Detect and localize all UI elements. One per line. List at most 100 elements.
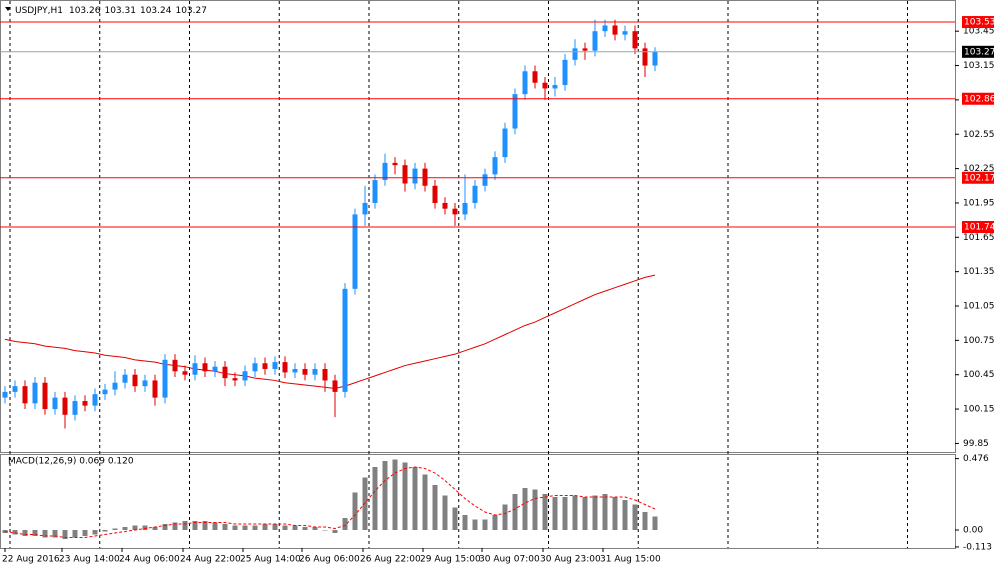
candle-body: [142, 380, 148, 387]
y-tick-label: 101.05: [963, 302, 995, 312]
macd-bar: [342, 518, 348, 530]
candle-body: [72, 401, 78, 415]
y-tick-label: 102.55: [963, 130, 995, 140]
macd-bar: [652, 516, 658, 530]
candle-body: [352, 214, 358, 289]
candle-body: [532, 71, 538, 83]
candle-body: [612, 25, 618, 35]
y-tick-label: 100.75: [963, 336, 995, 346]
y-tick-label: 0.476: [963, 454, 989, 464]
candle-body: [152, 380, 158, 398]
candle-body: [642, 48, 648, 66]
macd-bar: [192, 521, 198, 530]
macd-bar: [132, 525, 138, 530]
macd-bar: [352, 492, 358, 530]
candle-body: [652, 51, 658, 66]
y-tick-label: 102.25: [963, 164, 995, 174]
x-tick-label: 26 Aug 06:00: [299, 555, 360, 565]
candle-body: [392, 162, 398, 166]
macd-bar: [392, 459, 398, 530]
candle-body: [452, 208, 458, 215]
candle-body: [52, 397, 58, 410]
candle-body: [372, 180, 378, 203]
candle-body: [232, 378, 238, 381]
candle-body: [632, 31, 638, 49]
candle-body: [422, 168, 428, 186]
macd-bar: [412, 467, 418, 530]
macd-bar: [42, 530, 48, 538]
macd-bar: [112, 528, 118, 530]
candle-body: [162, 359, 168, 398]
macd-bar: [22, 530, 28, 536]
candle-body: [112, 382, 118, 390]
level-label-box: [962, 171, 994, 184]
x-tick-label: 22 Aug 2016: [2, 555, 60, 565]
x-tick-label: 30 Aug 07:00: [479, 555, 540, 565]
candle-body: [362, 202, 368, 215]
candle-body: [242, 371, 248, 381]
candle-body: [492, 157, 498, 175]
candle-body: [22, 386, 28, 404]
y-tick-label: -0.113: [963, 542, 992, 552]
macd-bar: [232, 525, 238, 530]
macd-bar: [242, 525, 248, 530]
candle-body: [172, 359, 178, 372]
signal-line: [4, 466, 656, 538]
candle-body: [512, 94, 518, 129]
macd-bar: [402, 462, 408, 530]
macd-frame: [0, 454, 956, 549]
macd-bar: [622, 500, 628, 530]
current-price-label: 103.27: [964, 47, 996, 57]
candle-body: [462, 202, 468, 215]
macd-bar: [522, 488, 528, 530]
candle-body: [542, 82, 548, 89]
macd-bar: [32, 530, 38, 536]
macd-bar: [222, 524, 228, 530]
candle-body: [122, 374, 128, 383]
macd-bar: [322, 530, 328, 531]
candle-body: [42, 382, 48, 410]
x-tick-label: 24 Aug 06:00: [119, 555, 180, 565]
macd-bar: [382, 461, 388, 530]
candle-body: [342, 288, 348, 392]
macd-bar: [272, 524, 278, 530]
candle-body: [402, 165, 408, 184]
macd-bar: [172, 522, 178, 530]
y-tick-label: 101.65: [963, 233, 995, 243]
macd-bar: [532, 489, 538, 530]
macd-bar: [92, 530, 98, 535]
x-tick-label: 30 Aug 23:00: [540, 555, 601, 565]
chart-header: USDJPY,H1 103.26 103.31 103.24 103.27: [15, 6, 207, 16]
macd-bar: [552, 497, 558, 530]
macd-bar: [142, 525, 148, 530]
candle-body: [552, 85, 558, 89]
macd-bar: [372, 467, 378, 530]
macd-bar: [252, 525, 258, 530]
macd-bar: [102, 530, 108, 532]
macd-bar: [582, 497, 588, 530]
candle-body: [102, 389, 108, 395]
level-label: 103.53: [964, 18, 996, 28]
candle-body: [262, 363, 268, 369]
macd-bar: [422, 474, 428, 530]
macd-bar: [12, 530, 18, 535]
candle-body: [252, 363, 258, 372]
macd-bar: [472, 519, 478, 530]
macd-bar: [442, 495, 448, 530]
level-label-box: [962, 92, 994, 105]
y-tick-label: 101.95: [963, 198, 995, 208]
x-tick-label: 25 Aug 14:00: [240, 555, 301, 565]
candle-body: [432, 185, 438, 203]
candle-body: [312, 368, 318, 375]
macd-bar: [592, 495, 598, 530]
macd-bar: [452, 507, 458, 530]
level-label: 102.17: [964, 173, 996, 183]
candle-body: [32, 382, 38, 404]
macd-bar: [82, 530, 88, 536]
macd-bar: [182, 521, 188, 530]
x-tick-label: 31 Aug 15:00: [600, 555, 661, 565]
x-tick-label: 29 Aug 15:00: [420, 555, 481, 565]
macd-bar: [502, 504, 508, 530]
